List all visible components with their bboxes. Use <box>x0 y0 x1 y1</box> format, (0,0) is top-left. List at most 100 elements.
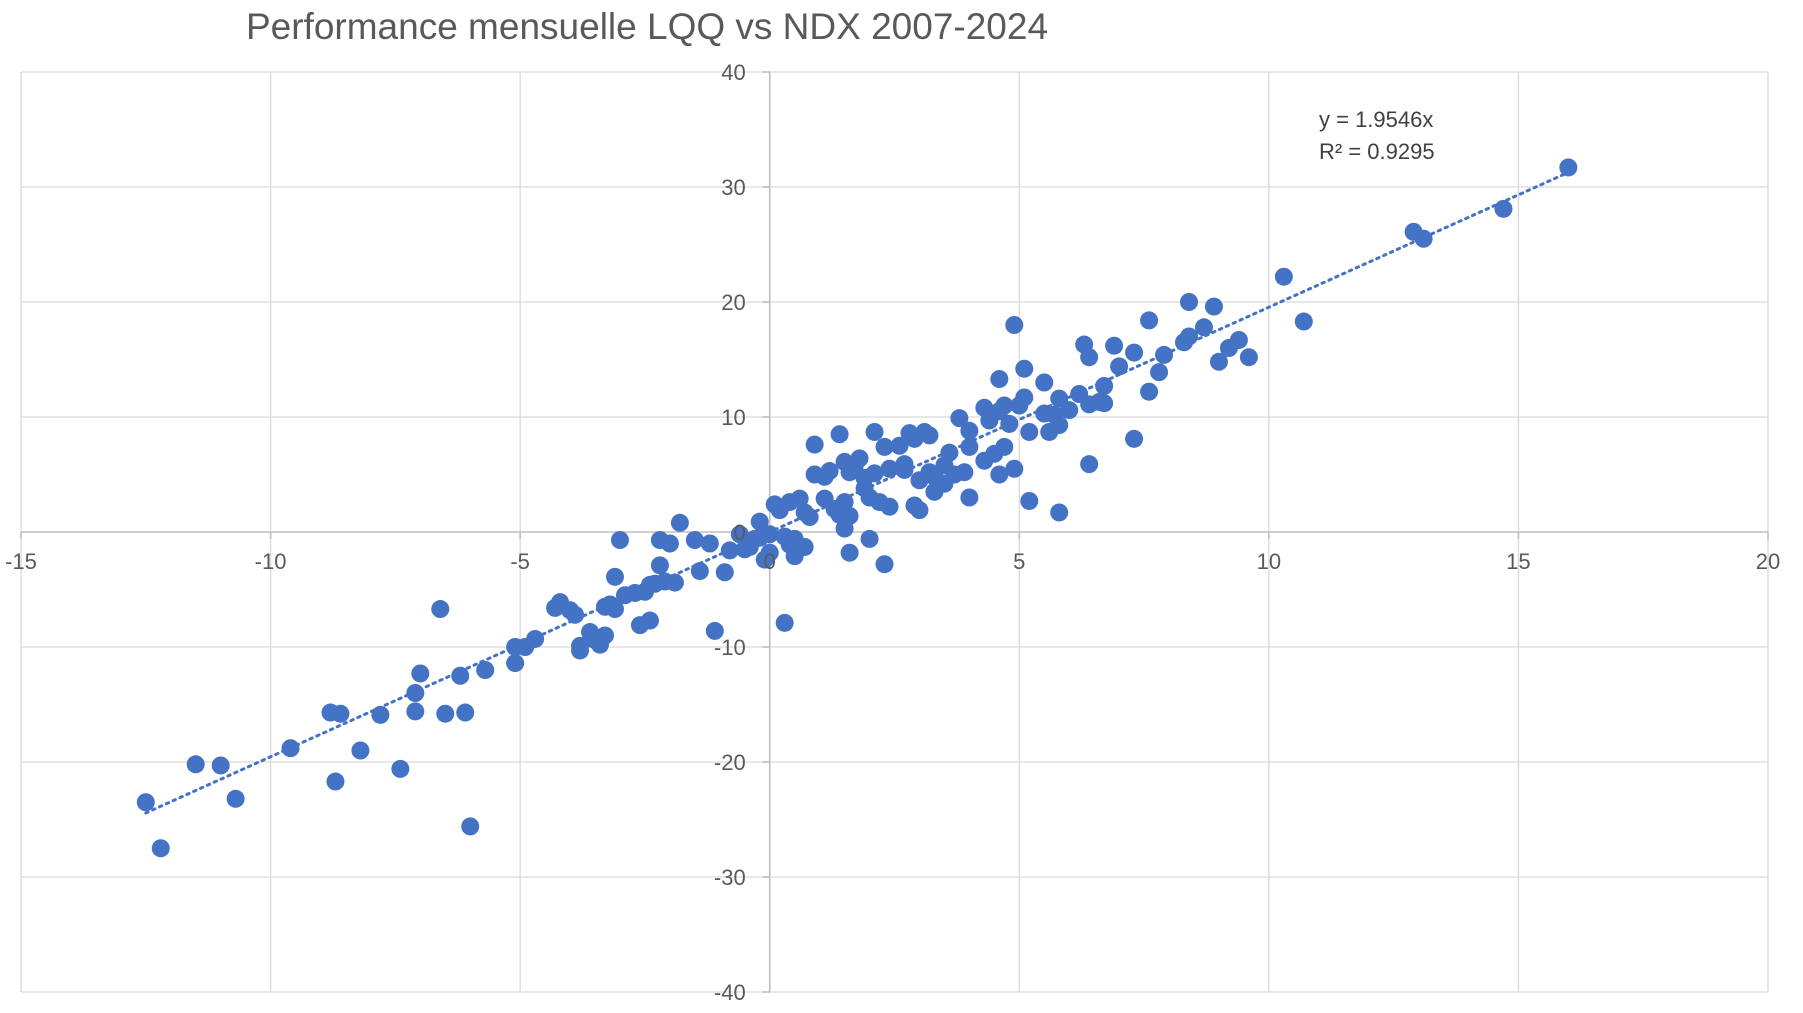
data-point <box>1015 359 1034 378</box>
data-point <box>995 437 1014 456</box>
data-point <box>1179 327 1198 346</box>
data-point <box>1414 229 1433 248</box>
data-point <box>950 409 969 428</box>
trendline-r-squared: R² = 0.9295 <box>1319 139 1435 164</box>
data-point <box>850 449 869 468</box>
x-tick-label: 15 <box>1506 549 1530 574</box>
data-point <box>1140 311 1159 330</box>
data-point <box>1209 352 1228 371</box>
data-point <box>1125 343 1144 362</box>
data-point <box>506 654 525 673</box>
data-point <box>461 817 480 836</box>
data-point <box>700 534 719 553</box>
data-point <box>775 613 794 632</box>
data-points <box>136 158 1578 858</box>
data-point <box>880 459 899 478</box>
data-point <box>960 488 979 507</box>
data-point <box>1150 363 1169 382</box>
data-point <box>391 759 410 778</box>
data-point <box>1000 414 1019 433</box>
data-point <box>431 600 450 619</box>
data-point <box>1125 429 1144 448</box>
data-point <box>1155 345 1174 364</box>
data-point <box>995 396 1014 415</box>
data-point <box>1060 401 1079 420</box>
data-point <box>610 531 629 550</box>
data-point <box>805 435 824 454</box>
data-point <box>685 531 704 550</box>
x-tick-label: 10 <box>1257 549 1281 574</box>
data-point <box>940 443 959 462</box>
data-point <box>880 497 899 516</box>
data-point <box>566 605 585 624</box>
y-tick-label: -40 <box>714 980 746 1005</box>
data-point <box>875 437 894 456</box>
data-point <box>670 513 689 532</box>
data-point <box>406 702 425 721</box>
data-point <box>760 543 779 562</box>
y-tick-label: 40 <box>721 60 745 85</box>
data-point <box>1110 357 1129 376</box>
y-tick-label: -10 <box>714 635 746 660</box>
data-point <box>955 463 974 482</box>
data-point <box>406 684 425 702</box>
y-tick-label: -30 <box>714 865 746 890</box>
data-point <box>990 465 1009 484</box>
data-point <box>186 755 205 774</box>
data-point <box>795 537 814 556</box>
data-point <box>840 506 859 525</box>
y-tick-label: 20 <box>721 290 745 315</box>
data-point <box>830 425 849 444</box>
y-tick-label: 30 <box>721 175 745 200</box>
data-point <box>136 793 155 812</box>
data-point <box>820 462 839 481</box>
data-point <box>1274 267 1293 286</box>
data-point <box>1050 503 1069 522</box>
data-point <box>750 512 769 531</box>
data-point <box>800 508 819 527</box>
data-point <box>1050 416 1069 435</box>
data-point <box>1559 158 1578 177</box>
data-point <box>1095 376 1114 395</box>
trendline-equation: y = 1.9546x <box>1319 107 1433 132</box>
data-point <box>875 555 894 574</box>
data-point <box>526 629 545 648</box>
data-point <box>1140 382 1159 401</box>
data-point <box>960 421 979 440</box>
data-point <box>760 525 779 544</box>
data-point <box>331 704 350 723</box>
x-tick-label: 20 <box>1756 549 1780 574</box>
data-point <box>640 611 659 630</box>
data-point <box>1494 199 1513 218</box>
data-point <box>1204 297 1223 316</box>
data-point <box>1005 316 1024 334</box>
data-point <box>835 493 854 512</box>
data-point <box>665 573 684 592</box>
data-point <box>705 621 724 640</box>
data-point <box>720 541 739 560</box>
x-tick-label: -15 <box>5 549 37 574</box>
data-point <box>865 422 884 441</box>
data-point <box>920 426 939 445</box>
data-point <box>605 600 624 619</box>
data-point <box>895 460 914 479</box>
data-point <box>715 563 734 582</box>
data-point <box>865 464 884 483</box>
data-point <box>1229 330 1248 349</box>
data-point <box>650 556 669 575</box>
data-point <box>476 661 495 679</box>
data-point <box>411 664 430 683</box>
data-point <box>910 501 929 520</box>
data-point <box>840 543 859 562</box>
x-tick-label: -5 <box>510 549 530 574</box>
x-tick-label: 0 <box>764 549 776 574</box>
data-point <box>211 756 230 775</box>
data-point <box>1080 455 1099 474</box>
data-point <box>605 567 624 586</box>
data-point <box>595 626 614 645</box>
data-point <box>1080 348 1099 367</box>
data-point <box>1294 312 1313 331</box>
data-point <box>1239 348 1258 367</box>
